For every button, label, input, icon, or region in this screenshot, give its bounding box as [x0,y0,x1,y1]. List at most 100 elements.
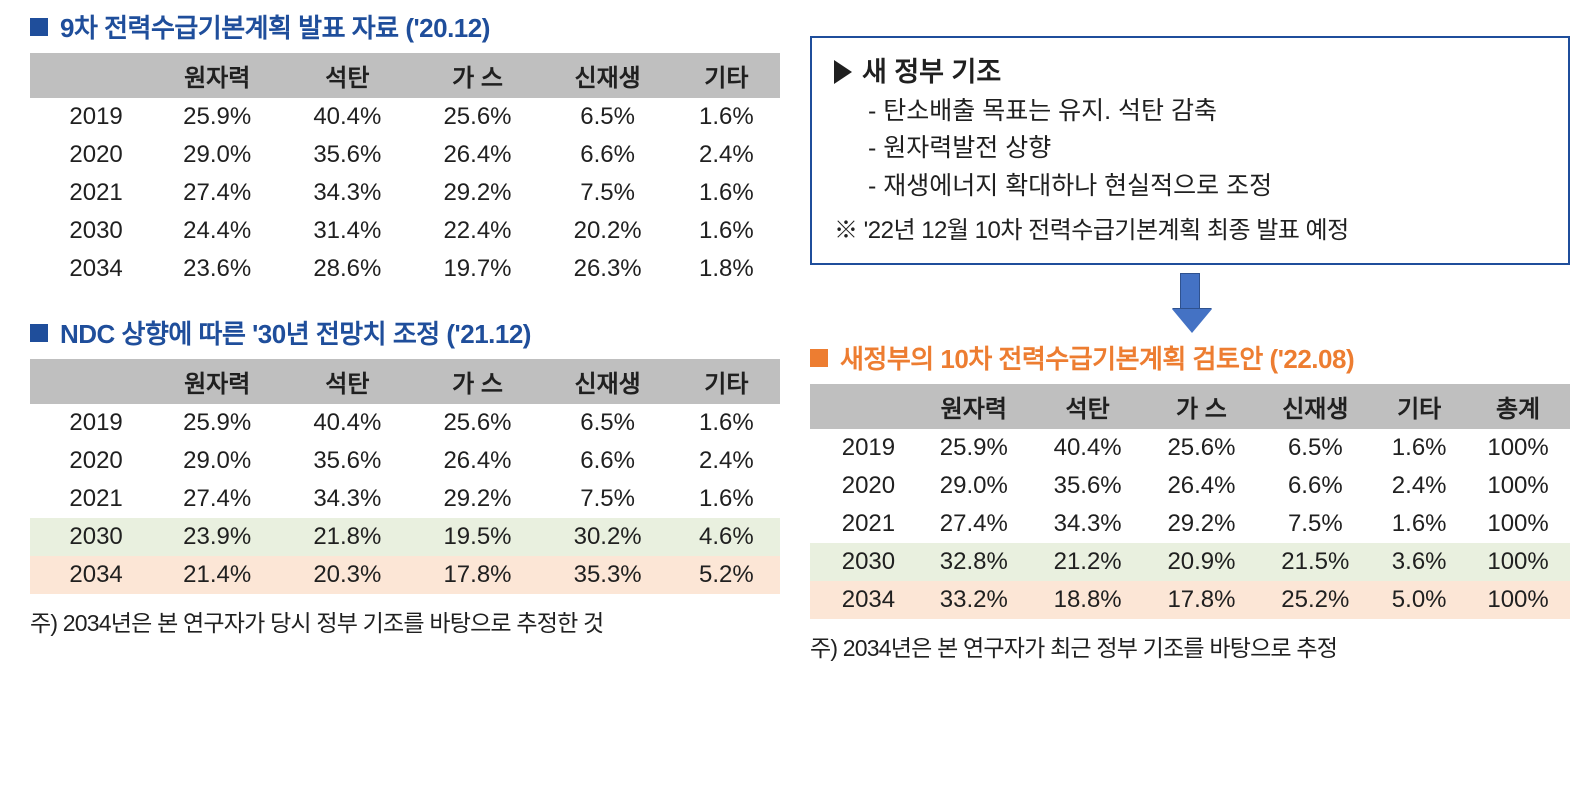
table-cell: 25.9% [917,429,1031,467]
table-cell-year: 2019 [30,98,152,136]
table-cell: 25.6% [412,98,542,136]
table-col-header [30,53,152,98]
table-cell: 1.6% [673,174,780,212]
table-row: 202029.0%35.6%26.4%6.6%2.4% [30,136,780,174]
policy-box-heading: 새 정부 기조 [834,52,1546,93]
table-cell: 34.3% [282,174,412,212]
table-cell: 20.9% [1145,543,1259,581]
table-cell-year: 2021 [810,505,917,543]
table-cell: 27.4% [152,174,282,212]
table3-footnote: 주) 2034년은 본 연구자가 최근 정부 기조를 바탕으로 추정 [810,629,1570,663]
table-cell-year: 2030 [810,543,917,581]
section3-title-text: 새정부의 10차 전력수급기본계획 검토안 ('22.08) [840,339,1354,376]
table-cell-year: 2020 [30,442,152,480]
table-cell-year: 2034 [30,250,152,288]
table2-footnote: 주) 2034년은 본 연구자가 당시 정부 기조를 바탕으로 추정한 것 [30,604,780,638]
table-cell: 6.6% [543,136,673,174]
table-10th-plan: 원자력석탄가 스신재생기타총계 201925.9%40.4%25.6%6.5%1… [810,384,1570,619]
table-cell: 3.6% [1372,543,1466,581]
table-cell: 19.7% [412,250,542,288]
table-cell-year: 2030 [30,212,152,250]
table-row: 203024.4%31.4%22.4%20.2%1.6% [30,212,780,250]
table-col-header: 석탄 [282,359,412,404]
table-col-header: 기타 [673,53,780,98]
table-cell: 35.6% [282,136,412,174]
table-col-header: 원자력 [917,384,1031,429]
table-col-header: 석탄 [282,53,412,98]
section1-title: 9차 전력수급기본계획 발표 자료 ('20.12) [30,8,780,45]
table-cell: 18.8% [1031,581,1145,619]
table-cell: 20.2% [543,212,673,250]
table-cell: 21.2% [1031,543,1145,581]
table-cell: 100% [1466,581,1570,619]
table-cell: 26.3% [543,250,673,288]
table-cell: 29.2% [412,174,542,212]
table-col-header: 기타 [673,359,780,404]
table-cell: 27.4% [152,480,282,518]
table-cell-year: 2019 [30,404,152,442]
table-cell: 23.9% [152,518,282,556]
table-col-header: 총계 [1466,384,1570,429]
table-cell-year: 2021 [30,174,152,212]
table-cell: 27.4% [917,505,1031,543]
table-cell: 6.6% [543,442,673,480]
table-cell-year: 2030 [30,518,152,556]
table-cell: 35.3% [543,556,673,594]
table-cell: 29.0% [152,442,282,480]
table-cell: 1.6% [673,212,780,250]
table-cell-year: 2021 [30,480,152,518]
table-cell: 19.5% [412,518,542,556]
square-icon [30,324,48,342]
table-cell: 40.4% [282,98,412,136]
table-cell: 6.5% [1258,429,1372,467]
table-cell: 5.0% [1372,581,1466,619]
table-ndc-adjust: 원자력석탄가 스신재생기타 201925.9%40.4%25.6%6.5%1.6… [30,359,780,594]
table-cell: 26.4% [412,442,542,480]
section3-title: 새정부의 10차 전력수급기본계획 검토안 ('22.08) [810,339,1570,376]
table-cell: 100% [1466,543,1570,581]
policy-item: - 재생에너지 확대하나 현실적으로 조정 [834,168,1546,206]
table-col-header [30,359,152,404]
policy-box-ref: ※ '22년 12월 10차 전력수급기본계획 최종 발표 예정 [834,213,1546,249]
table-9th-plan: 원자력석탄가 스신재생기타 201925.9%40.4%25.6%6.5%1.6… [30,53,780,288]
table-cell: 1.6% [673,98,780,136]
table-cell: 5.2% [673,556,780,594]
table-cell: 24.4% [152,212,282,250]
table-cell: 35.6% [1031,467,1145,505]
table-cell: 40.4% [282,404,412,442]
table-col-header: 가 스 [412,53,542,98]
table-cell: 33.2% [917,581,1031,619]
table-col-header: 가 스 [412,359,542,404]
table-cell: 7.5% [543,174,673,212]
square-icon [30,18,48,36]
down-arrow [810,273,1570,333]
table-row: 201925.9%40.4%25.6%6.5%1.6% [30,98,780,136]
table-cell: 2.4% [673,136,780,174]
table-col-header [810,384,917,429]
table-cell: 35.6% [282,442,412,480]
table-cell: 4.6% [673,518,780,556]
table-cell: 7.5% [543,480,673,518]
table-cell: 30.2% [543,518,673,556]
section2-title: NDC 상향에 따른 '30년 전망치 조정 ('21.12) [30,314,780,351]
table-cell: 22.4% [412,212,542,250]
table-cell: 25.9% [152,404,282,442]
table-cell: 21.8% [282,518,412,556]
table-cell: 34.3% [282,480,412,518]
table-col-header: 기타 [1372,384,1466,429]
table-row: 202127.4%34.3%29.2%7.5%1.6% [30,174,780,212]
table-row: 201925.9%40.4%25.6%6.5%1.6%100% [810,429,1570,467]
table-cell: 6.5% [543,98,673,136]
table-row: 202029.0%35.6%26.4%6.6%2.4%100% [810,467,1570,505]
table-cell: 28.6% [282,250,412,288]
table-cell: 1.6% [673,404,780,442]
table-cell: 23.6% [152,250,282,288]
policy-box: 새 정부 기조 - 탄소배출 목표는 유지. 석탄 감축 - 원자력발전 상향 … [810,36,1570,265]
table-col-header: 원자력 [152,53,282,98]
table-cell: 7.5% [1258,505,1372,543]
table-cell: 25.9% [152,98,282,136]
table-cell: 29.0% [917,467,1031,505]
table-cell: 6.5% [543,404,673,442]
table-cell: 2.4% [673,442,780,480]
table-cell: 1.6% [673,480,780,518]
